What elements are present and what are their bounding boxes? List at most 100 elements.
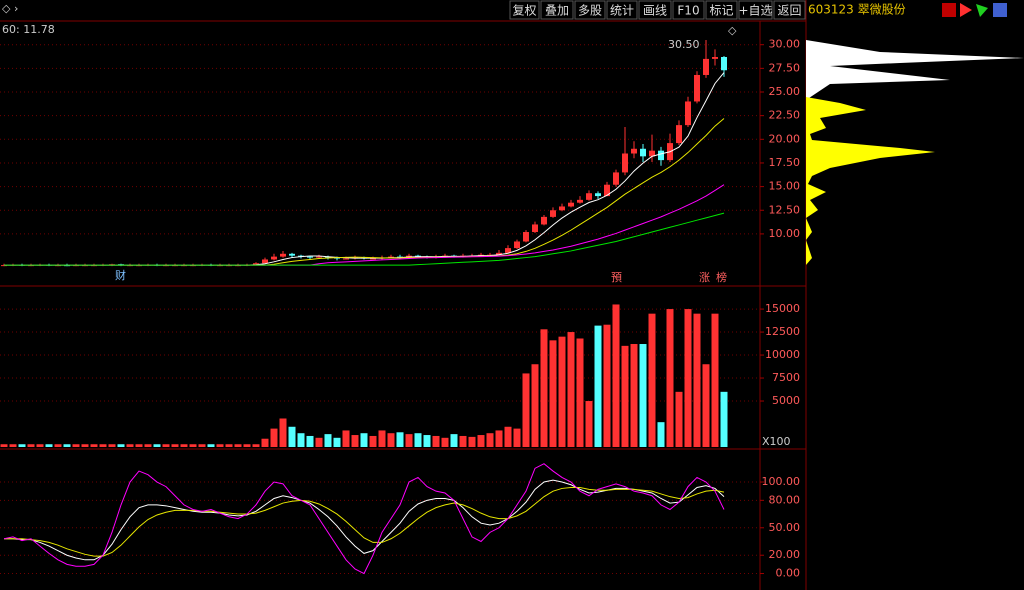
toolbar-button[interactable]: 标记 [705, 0, 738, 20]
button-label[interactable]: F10 [677, 4, 699, 18]
toolbar-button[interactable]: 多股 [574, 0, 606, 20]
y-tick-label: 0.00 [776, 567, 801, 580]
volume-bar [306, 435, 314, 447]
volume-bar [495, 430, 503, 447]
toolbar-button[interactable]: F10 [672, 0, 705, 20]
volume-bar [108, 444, 116, 447]
y-tick-label: 10.00 [769, 227, 801, 240]
volume-bar [243, 444, 251, 447]
button-frame[interactable] [738, 0, 773, 20]
icon[interactable] [942, 3, 956, 17]
volume-bar [252, 444, 260, 447]
toolbar-button[interactable]: 统计 [606, 0, 638, 20]
volume-bar [90, 444, 98, 447]
button-frame[interactable] [705, 0, 738, 20]
volume-bar [657, 422, 665, 447]
volume-bar [558, 336, 566, 447]
chip-profile [806, 97, 935, 265]
y-tick-label: 12500 [765, 325, 800, 338]
volume-bar [342, 430, 350, 447]
button-label[interactable]: +自选 [738, 4, 772, 18]
y-tick-label: 7500 [772, 371, 800, 384]
volume-bar [63, 444, 71, 447]
button-frame[interactable] [606, 0, 638, 20]
y-tick-label: 20.00 [769, 132, 801, 145]
volume-bar [594, 325, 602, 447]
icon[interactable] [960, 3, 972, 17]
button-label[interactable]: 叠加 [545, 4, 569, 18]
ma-legend: 60: 11.78 [2, 23, 55, 36]
volume-bar [198, 444, 206, 447]
volume-bar [531, 364, 539, 447]
volume-bar [234, 444, 242, 447]
button-frame[interactable] [574, 0, 606, 20]
unit-label: X100 [762, 435, 791, 448]
toolbar-button[interactable]: 画线 [638, 0, 672, 20]
candle-body [343, 258, 349, 260]
candle-body [307, 256, 313, 258]
button-label[interactable]: 画线 [643, 4, 667, 18]
candle-body [568, 202, 574, 207]
y-tick-label: 50.00 [769, 521, 801, 534]
candle-body [271, 256, 277, 260]
volume-bar [612, 304, 620, 447]
volume-bar [288, 426, 296, 447]
button-label[interactable]: 返回 [777, 4, 801, 18]
y-tick-label: 27.50 [769, 61, 801, 74]
y-tick-label: 30.00 [769, 38, 801, 51]
button-frame[interactable] [509, 0, 540, 20]
volume-bar [369, 435, 377, 447]
volume-bar [81, 444, 89, 447]
volume-bar [333, 437, 341, 447]
button-frame[interactable] [638, 0, 672, 20]
toolbar-button[interactable]: 复权 [509, 0, 540, 20]
volume-bar [387, 433, 395, 447]
candle-body [721, 57, 727, 71]
volume-bar [549, 340, 557, 447]
indicator-line [3, 463, 725, 575]
button-frame[interactable] [773, 0, 806, 20]
volume-bar [270, 428, 278, 447]
volume-bar [297, 433, 305, 447]
toolbar-button[interactable]: 返回 [773, 0, 806, 20]
volume-bar [477, 435, 485, 447]
volume-bar [423, 435, 431, 447]
volume-bar [189, 444, 197, 447]
annotation: 30.50 [668, 38, 700, 51]
volume-bar [324, 434, 332, 447]
volume-bar [225, 444, 233, 447]
candle-body [577, 199, 583, 203]
button-frame[interactable] [672, 0, 705, 20]
button-label[interactable]: 多股 [578, 4, 602, 18]
volume-bar [279, 418, 287, 447]
icon[interactable] [976, 4, 988, 17]
volume-bar [459, 435, 467, 447]
candle-body [541, 216, 547, 225]
volume-bar [144, 444, 152, 447]
volume-bar [720, 391, 728, 447]
indicator-line [4, 212, 725, 266]
toolbar-button[interactable]: +自选 [738, 0, 773, 20]
button-label[interactable]: 统计 [610, 4, 634, 18]
button-label[interactable]: 复权 [512, 4, 536, 18]
nav-arrows[interactable]: ◇ › [2, 2, 18, 15]
volume-bar [9, 444, 17, 447]
button-frame[interactable] [540, 0, 574, 20]
volume-bar [639, 344, 647, 447]
stock-name: 603123 翠微股份 [808, 3, 906, 17]
diamond-icon[interactable]: ◇ [728, 24, 737, 37]
icon[interactable] [993, 3, 1007, 17]
toolbar-button[interactable]: 叠加 [540, 0, 574, 20]
candle-body [703, 58, 709, 75]
volume-bar [414, 433, 422, 447]
indicator-line [4, 479, 725, 561]
volume-bar [45, 444, 53, 447]
y-tick-label: 100.00 [762, 475, 801, 488]
button-label[interactable]: 标记 [709, 4, 733, 18]
y-tick-label: 25.00 [769, 85, 801, 98]
volume-bar [126, 444, 134, 447]
volume-bar [504, 426, 512, 447]
volume-bar [603, 324, 611, 447]
candle-body [622, 153, 628, 173]
